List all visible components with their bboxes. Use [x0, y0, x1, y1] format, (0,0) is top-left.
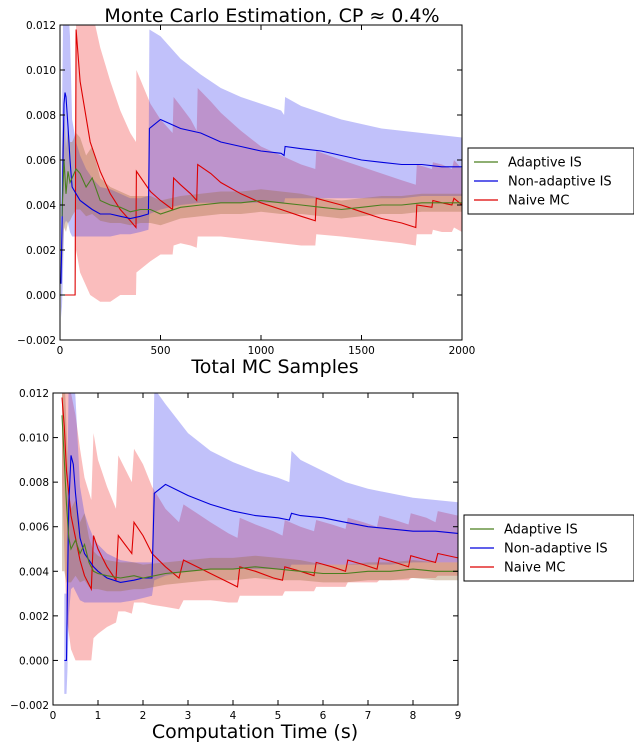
top-ytick-label: 0.010 [26, 65, 56, 77]
top-ytick-label: 0.006 [26, 155, 56, 167]
top-chart: Monte Carlo Estimation, CP ≈ 0.4% −0.002… [17, 5, 634, 378]
top-chart-title: Monte Carlo Estimation, CP ≈ 0.4% [104, 5, 439, 27]
bottom-ytick-label: 0.012 [19, 388, 49, 400]
top-legend-label-adaptive-is: Adaptive IS [508, 156, 582, 171]
bottom-line-naive-mc [61, 397, 458, 592]
top-xtick-label: 0 [57, 345, 64, 357]
bottom-axes-frame [52, 392, 459, 706]
bottom-ytick-label: −0.002 [10, 700, 49, 712]
top-ytick-label: 0.002 [26, 245, 56, 257]
bottom-chart-legend: Adaptive IS Non-adaptive IS Naive MC [463, 514, 634, 582]
bottom-legend-label-naive-mc: Naive MC [504, 561, 565, 576]
bottom-xtick-label: 2 [140, 710, 147, 722]
top-line-naive-mc [60, 29, 462, 296]
top-chart-legend: Adaptive IS Non-adaptive IS Naive MC [467, 147, 634, 215]
bottom-plot-area: −0.002 0.000 0.002 0.004 0.006 0.008 0.010 0.01… [10, 388, 462, 722]
bottom-ytick-label: 0.000 [19, 655, 49, 667]
bottom-legend-label-nonadaptive-is: Non-adaptive IS [504, 542, 608, 557]
top-ytick-label: −0.002 [17, 335, 56, 347]
top-band-naive-mc [60, 25, 462, 302]
bottom-xtick-label: 1 [95, 710, 102, 722]
top-ytick-label: 0.012 [26, 20, 56, 32]
top-xtick-label: 1500 [348, 345, 375, 357]
top-ytick-label: 0.004 [26, 200, 56, 212]
bottom-band-naive-mc [62, 393, 458, 661]
bottom-xtick-label: 4 [230, 710, 237, 722]
bottom-line-nonadaptive-is [64, 455, 458, 661]
bottom-xtick-label: 5 [275, 710, 282, 722]
top-xtick-label: 500 [150, 345, 170, 357]
bottom-xtick-label: 9 [455, 710, 462, 722]
bottom-xtick-label: 8 [410, 710, 417, 722]
top-plot-area: −0.002 0.000 0.002 0.004 0.006 0.008 0.010 0.01… [17, 20, 476, 357]
top-chart-xlabel: Total MC Samples [190, 356, 358, 378]
bottom-xtick-label: 0 [50, 710, 57, 722]
bottom-band-nonadaptive-is [64, 393, 458, 694]
bottom-ytick-label: 0.008 [19, 477, 49, 489]
top-line-adaptive-is [61, 159, 462, 217]
bottom-ytick-label: 0.004 [19, 566, 49, 578]
top-ytick-label: 0.008 [26, 110, 56, 122]
top-xtick-label: 1000 [248, 345, 275, 357]
bottom-series-layer [61, 393, 458, 694]
bottom-xtick-label: 6 [320, 710, 327, 722]
bottom-chart-xlabel: Computation Time (s) [152, 721, 358, 743]
bottom-legend-label-adaptive-is: Adaptive IS [504, 523, 578, 538]
top-xtick-label: 2000 [449, 345, 476, 357]
top-legend-label-naive-mc: Naive MC [508, 194, 569, 209]
bottom-band-adaptive-is [62, 393, 458, 592]
top-series-layer [60, 25, 462, 318]
bottom-xtick-label: 7 [365, 710, 372, 722]
top-legend-label-nonadaptive-is: Non-adaptive IS [508, 175, 612, 190]
top-ytick-label: 0.000 [26, 290, 56, 302]
bottom-line-adaptive-is [61, 415, 458, 579]
bottom-chart: −0.002 0.000 0.002 0.004 0.006 0.008 0.010 0.01… [10, 388, 634, 743]
bottom-ytick-label: 0.006 [19, 522, 49, 534]
bottom-ytick-label: 0.002 [19, 611, 49, 623]
bottom-xtick-label: 3 [185, 710, 192, 722]
bottom-ytick-label: 0.010 [19, 433, 49, 445]
top-line-nonadaptive-is [60, 92, 462, 284]
top-band-nonadaptive-is [61, 25, 462, 318]
